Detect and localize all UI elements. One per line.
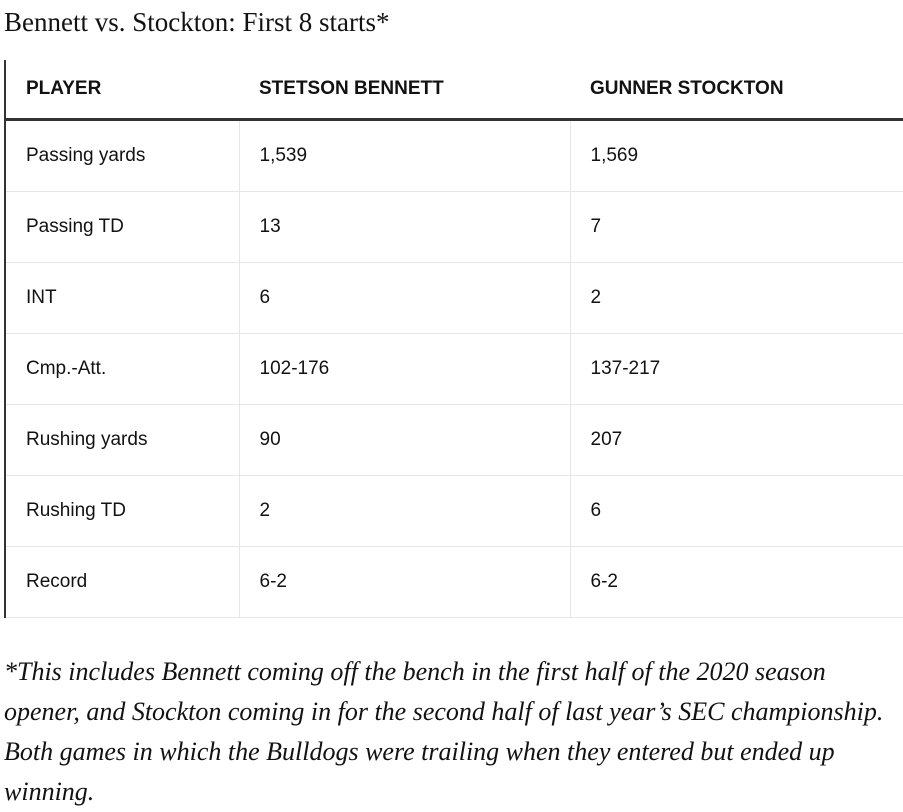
stat-cell: 2 (238, 475, 570, 547)
table-row: Cmp.-Att. 102-176 137-217 (5, 333, 903, 405)
table-row: Record 6-2 6-2 (5, 546, 903, 618)
table-row: Rushing TD 2 6 (5, 475, 903, 547)
table-row: Passing TD 13 7 (5, 191, 903, 263)
row-label: Rushing TD (5, 475, 239, 547)
column-header: GUNNER STOCKTON (570, 60, 903, 121)
stats-table: PLAYER STETSON BENNETT GUNNER STOCKTON Pas… (4, 60, 903, 618)
stat-cell: 13 (238, 191, 570, 263)
stat-cell: 6-2 (238, 546, 570, 618)
footnote: *This includes Bennett coming off the be… (4, 657, 884, 806)
column-header: STETSON BENNETT (239, 60, 570, 121)
stat-cell: 6-2 (569, 546, 903, 618)
stat-cell: 207 (569, 404, 903, 476)
row-label: INT (5, 262, 239, 334)
stat-cell: 102-176 (238, 333, 570, 405)
stat-cell: 1,569 (569, 119, 903, 192)
row-label: Passing yards (5, 119, 239, 192)
stat-cell: 6 (569, 475, 903, 547)
title: Bennett vs. Stockton: First 8 starts* (4, 7, 390, 37)
stat-cell: 2 (569, 262, 903, 334)
header-row: PLAYER STETSON BENNETT GUNNER STOCKTON (5, 60, 903, 121)
stat-cell: 137-217 (569, 333, 903, 405)
table-row: Passing yards 1,539 1,569 (5, 119, 903, 192)
table-row: Rushing yards 90 207 (5, 404, 903, 476)
stat-cell: 6 (238, 262, 570, 334)
stat-cell: 1,539 (238, 119, 570, 192)
row-label: Cmp.-Att. (5, 333, 239, 405)
row-label: Passing TD (5, 191, 239, 263)
row-label: Rushing yards (5, 404, 239, 476)
stat-cell: 7 (569, 191, 903, 263)
column-header: PLAYER (5, 60, 239, 121)
stat-cell: 90 (238, 404, 570, 476)
table-row: INT 6 2 (5, 262, 903, 334)
row-label: Record (5, 546, 239, 618)
